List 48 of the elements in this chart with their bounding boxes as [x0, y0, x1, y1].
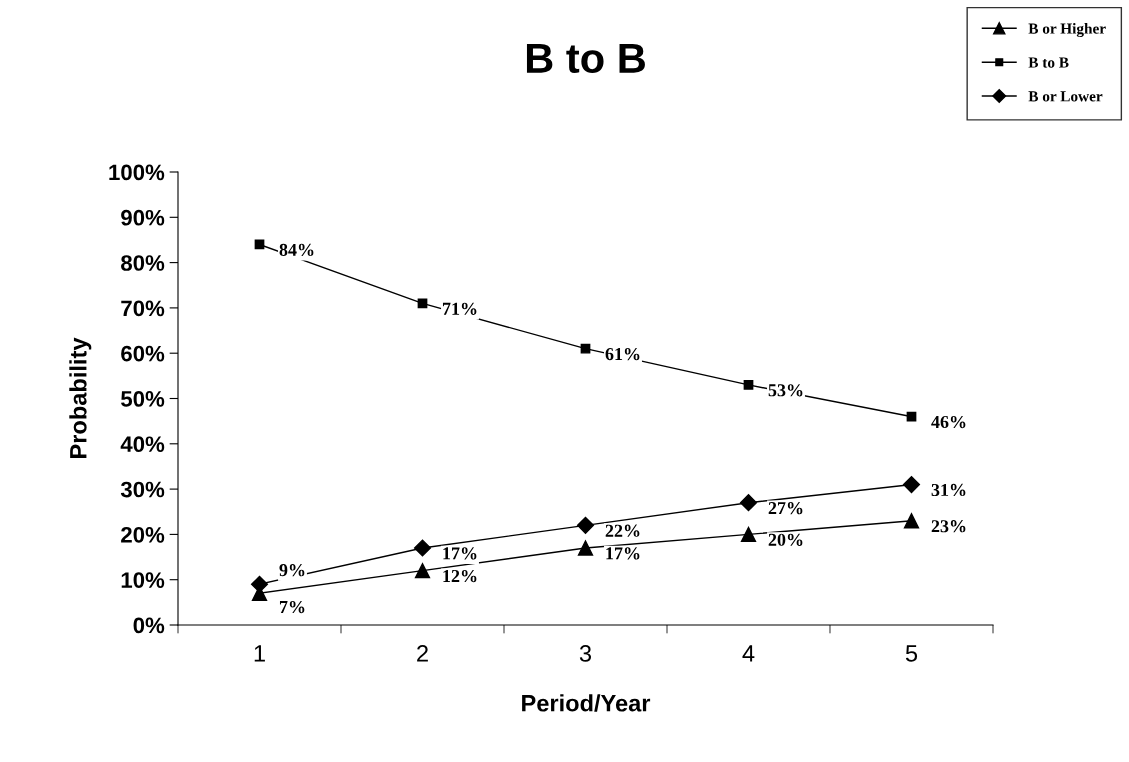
- x-tick-label: 2: [417, 645, 428, 662]
- y-tick-label: 70%: [121, 300, 165, 317]
- data-label: 53%: [768, 384, 803, 397]
- point: [740, 526, 757, 543]
- data-label: 17%: [443, 547, 477, 560]
- point: [414, 563, 431, 579]
- x-tick-label: 5: [905, 645, 918, 662]
- legend-label: B or Higher: [1028, 23, 1106, 37]
- data-label: 23%: [931, 520, 966, 533]
- x-tick-label: 4: [742, 645, 755, 662]
- y-axis-title: Probability: [69, 337, 92, 458]
- point: [902, 476, 921, 494]
- data-label: 17%: [606, 547, 640, 560]
- legend-label: B or Lower: [1028, 91, 1103, 102]
- data-label: 71%: [442, 302, 477, 315]
- x-axis-title: Period/Year: [522, 694, 651, 712]
- data-label: 12%: [443, 569, 477, 583]
- data-label: 7%: [279, 600, 305, 614]
- data-label: 27%: [768, 501, 803, 515]
- y-tick-label: 60%: [121, 345, 165, 362]
- point: [576, 516, 595, 534]
- y-tick-label: 10%: [121, 572, 165, 588]
- point: [577, 540, 594, 556]
- y-tick-label: 20%: [121, 526, 165, 543]
- y-tick-label: 80%: [121, 255, 165, 271]
- y-tick-label: 40%: [120, 436, 165, 453]
- y-tick-label: 0%: [133, 617, 165, 634]
- data-label: 46%: [931, 415, 966, 429]
- point: [743, 380, 754, 390]
- data-label: 22%: [605, 524, 640, 537]
- data-label: 84%: [279, 243, 314, 256]
- chart-title: B to B: [526, 43, 645, 74]
- data-label: 61%: [605, 347, 640, 361]
- legend-label: B to B: [1028, 57, 1069, 68]
- point: [903, 513, 920, 529]
- point: [413, 539, 432, 557]
- point: [250, 575, 269, 593]
- data-label: 9%: [279, 564, 305, 577]
- data-label: 31%: [931, 483, 966, 497]
- y-tick-label: 30%: [120, 481, 165, 498]
- x-tick-label: 1: [254, 645, 265, 662]
- x-tick-label: 3: [579, 645, 592, 662]
- y-tick-label: 90%: [121, 209, 165, 226]
- data-label: 20%: [768, 533, 803, 546]
- point: [580, 343, 591, 354]
- y-tick-label: 100%: [109, 164, 165, 181]
- point: [739, 494, 758, 512]
- y-tick-label: 50%: [121, 391, 165, 407]
